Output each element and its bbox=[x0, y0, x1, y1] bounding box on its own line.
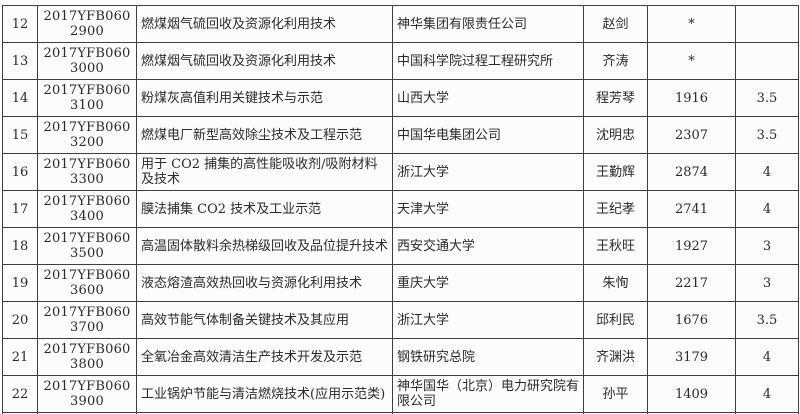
cell-institution: 中国华电集团公司 bbox=[392, 116, 584, 154]
cell-funding-amount: 2307 bbox=[647, 116, 736, 154]
table-row: 16 2017YFB0603300 用于 CO2 捕集的高性能吸收剂/吸附材料及… bbox=[2, 153, 799, 191]
cell-institution: 神华集团有限责任公司 bbox=[392, 5, 584, 43]
cell-duration-years bbox=[735, 5, 799, 43]
cell-funding-amount: 1409 bbox=[647, 375, 736, 413]
cell-funding-amount: 1916 bbox=[647, 79, 736, 117]
cell-duration-years: 3 bbox=[735, 412, 799, 414]
cell-project-code: 2017YFB0603000 bbox=[37, 42, 137, 80]
cell-leader-name: 赵剑 bbox=[583, 5, 648, 43]
cell-duration-years: 3.5 bbox=[735, 116, 799, 154]
table-row: 12 2017YFB0602900 燃煤烟气硫回收及资源化利用技术 神华集团有限… bbox=[2, 5, 799, 43]
cell-institution: 天津大学 bbox=[392, 190, 584, 228]
cell-project-title: 液态熔渣高效热回收与资源化利用技术 bbox=[136, 264, 393, 302]
cell-project-title: 燃煤烟气硫回收及资源化利用技术 bbox=[136, 5, 393, 43]
cell-row-number: 20 bbox=[2, 301, 38, 339]
cell-row-number: 22 bbox=[2, 375, 38, 413]
table-row: 17 2017YFB0603400 膜法捕集 CO2 技术及工业示范 天津大学 … bbox=[2, 190, 799, 228]
cell-institution: 山西大学 bbox=[392, 79, 584, 117]
cell-duration-years: 4 bbox=[735, 338, 799, 376]
table-row: 22 2017YFB0603900 工业锅炉节能与清洁燃烧技术(应用示范类) 神… bbox=[2, 375, 799, 413]
cell-institution: 浙江大学 bbox=[392, 301, 584, 339]
cell-leader-name: 王勤辉 bbox=[583, 153, 648, 191]
cell-project-code: 2017YFB0603400 bbox=[37, 190, 137, 228]
cell-project-title: 高效节能气体制备关键技术及其应用 bbox=[136, 301, 393, 339]
cell-row-number: 18 bbox=[2, 227, 38, 265]
cell-funding-amount: 2741 bbox=[647, 190, 736, 228]
cell-institution: 神华国华（北京）电力研究院有限公司 bbox=[392, 375, 584, 413]
cell-institution: 钢铁研究总院 bbox=[392, 338, 584, 376]
cell-project-code: 2017YFB0603100 bbox=[37, 79, 137, 117]
table-body: 12 2017YFB0602900 燃煤烟气硫回收及资源化利用技术 神华集团有限… bbox=[2, 5, 799, 414]
table-row: 13 2017YFB0603000 燃煤烟气硫回收及资源化利用技术 中国科学院过… bbox=[2, 42, 799, 80]
cell-funding-amount: 2874 bbox=[647, 153, 736, 191]
cell-institution: 中国科学院过程工程研究所 bbox=[392, 42, 584, 80]
cell-project-title: 膜法捕集 CO2 技术及工业示范 bbox=[136, 190, 393, 228]
cell-leader-name: 齐渊洪 bbox=[583, 338, 648, 376]
cell-project-code: 2017YFB0603500 bbox=[37, 227, 137, 265]
cell-leader-name: 王纪孝 bbox=[583, 190, 648, 228]
cell-leader-name: 程芳琴 bbox=[583, 79, 648, 117]
cell-row-number: 15 bbox=[2, 116, 38, 154]
cell-funding-amount: 1927 bbox=[647, 227, 736, 265]
cell-row-number: 19 bbox=[2, 264, 38, 302]
cell-leader-name: 朱恂 bbox=[583, 264, 648, 302]
cell-row-number: 17 bbox=[2, 190, 38, 228]
cell-project-title: 燃煤电厂新型高效除尘技术及工程示范 bbox=[136, 116, 393, 154]
cell-leader-name: 王秋旺 bbox=[583, 227, 648, 265]
table-row: 19 2017YFB0603600 液态熔渣高效热回收与资源化利用技术 重庆大学… bbox=[2, 264, 799, 302]
cell-project-code: 2017YFB0603800 bbox=[37, 338, 137, 376]
projects-table: 12 2017YFB0602900 燃煤烟气硫回收及资源化利用技术 神华集团有限… bbox=[2, 5, 799, 414]
cell-project-title: 粉煤灰高值利用关键技术与示范 bbox=[136, 79, 393, 117]
cell-funding-amount: * bbox=[647, 5, 736, 43]
table-row: 15 2017YFB0603200 燃煤电厂新型高效除尘技术及工程示范 中国华电… bbox=[2, 116, 799, 154]
cell-row-number: 21 bbox=[2, 338, 38, 376]
cell-duration-years: 4 bbox=[735, 153, 799, 191]
cell-duration-years: 4 bbox=[735, 190, 799, 228]
cell-row-number: 12 bbox=[2, 5, 38, 43]
cell-row-number: 16 bbox=[2, 153, 38, 191]
cell-project-code: 2017YFB0603300 bbox=[37, 153, 137, 191]
cell-project-title: 工业锅炉节能与清洁燃烧技术(应用示范类) bbox=[136, 375, 393, 413]
cell-project-code: 2017YFB0603900 bbox=[37, 375, 137, 413]
cell-project-code: 2017YFB0603200 bbox=[37, 116, 137, 154]
cell-leader-name: 沈明忠 bbox=[583, 116, 648, 154]
cell-duration-years: 4 bbox=[735, 375, 799, 413]
cell-institution: 重庆大学 bbox=[392, 264, 584, 302]
cell-project-code: 2017YFB0602900 bbox=[37, 5, 137, 43]
cell-funding-amount: * bbox=[647, 42, 736, 80]
cell-project-title: 燃煤烟气硫回收及资源化利用技术 bbox=[136, 42, 393, 80]
cell-duration-years bbox=[735, 42, 799, 80]
cell-project-title: 用于 CO2 捕集的高性能吸收剂/吸附材料及技术 bbox=[136, 153, 393, 191]
cell-project-title: 高温固体散料余热梯级回收及品位提升技术 bbox=[136, 227, 393, 265]
cell-row-number: 13 bbox=[2, 42, 38, 80]
cell-institution: 西安交通大学 bbox=[392, 227, 584, 265]
cell-leader-name: 齐涛 bbox=[583, 42, 648, 80]
table-row: 18 2017YFB0603500 高温固体散料余热梯级回收及品位提升技术 西安… bbox=[2, 227, 799, 265]
table-row: 23 2017YFB0604000 公共机构高效节能集成关键技术研究 中国建筑科… bbox=[2, 412, 799, 414]
table-row: 21 2017YFB0603800 全氧冶金高效清洁生产技术开发及示范 钢铁研究… bbox=[2, 338, 799, 376]
cell-project-code: 2017YFB0603600 bbox=[37, 264, 137, 302]
cell-funding-amount: 2217 bbox=[647, 264, 736, 302]
table-row: 14 2017YFB0603100 粉煤灰高值利用关键技术与示范 山西大学 程芳… bbox=[2, 79, 799, 117]
cell-funding-amount: 3179 bbox=[647, 338, 736, 376]
table-row: 20 2017YFB0603700 高效节能气体制备关键技术及其应用 浙江大学 … bbox=[2, 301, 799, 339]
cell-duration-years: 3 bbox=[735, 227, 799, 265]
cell-duration-years: 3.5 bbox=[735, 301, 799, 339]
cell-institution: 浙江大学 bbox=[392, 153, 584, 191]
cell-row-number: 14 bbox=[2, 79, 38, 117]
cell-funding-amount: 1676 bbox=[647, 301, 736, 339]
cell-leader-name: 孙平 bbox=[583, 375, 648, 413]
cell-duration-years: 3 bbox=[735, 264, 799, 302]
cell-duration-years: 3.5 bbox=[735, 79, 799, 117]
cell-project-title: 全氧冶金高效清洁生产技术开发及示范 bbox=[136, 338, 393, 376]
cell-project-code: 2017YFB0603700 bbox=[37, 301, 137, 339]
cell-leader-name: 邱利民 bbox=[583, 301, 648, 339]
